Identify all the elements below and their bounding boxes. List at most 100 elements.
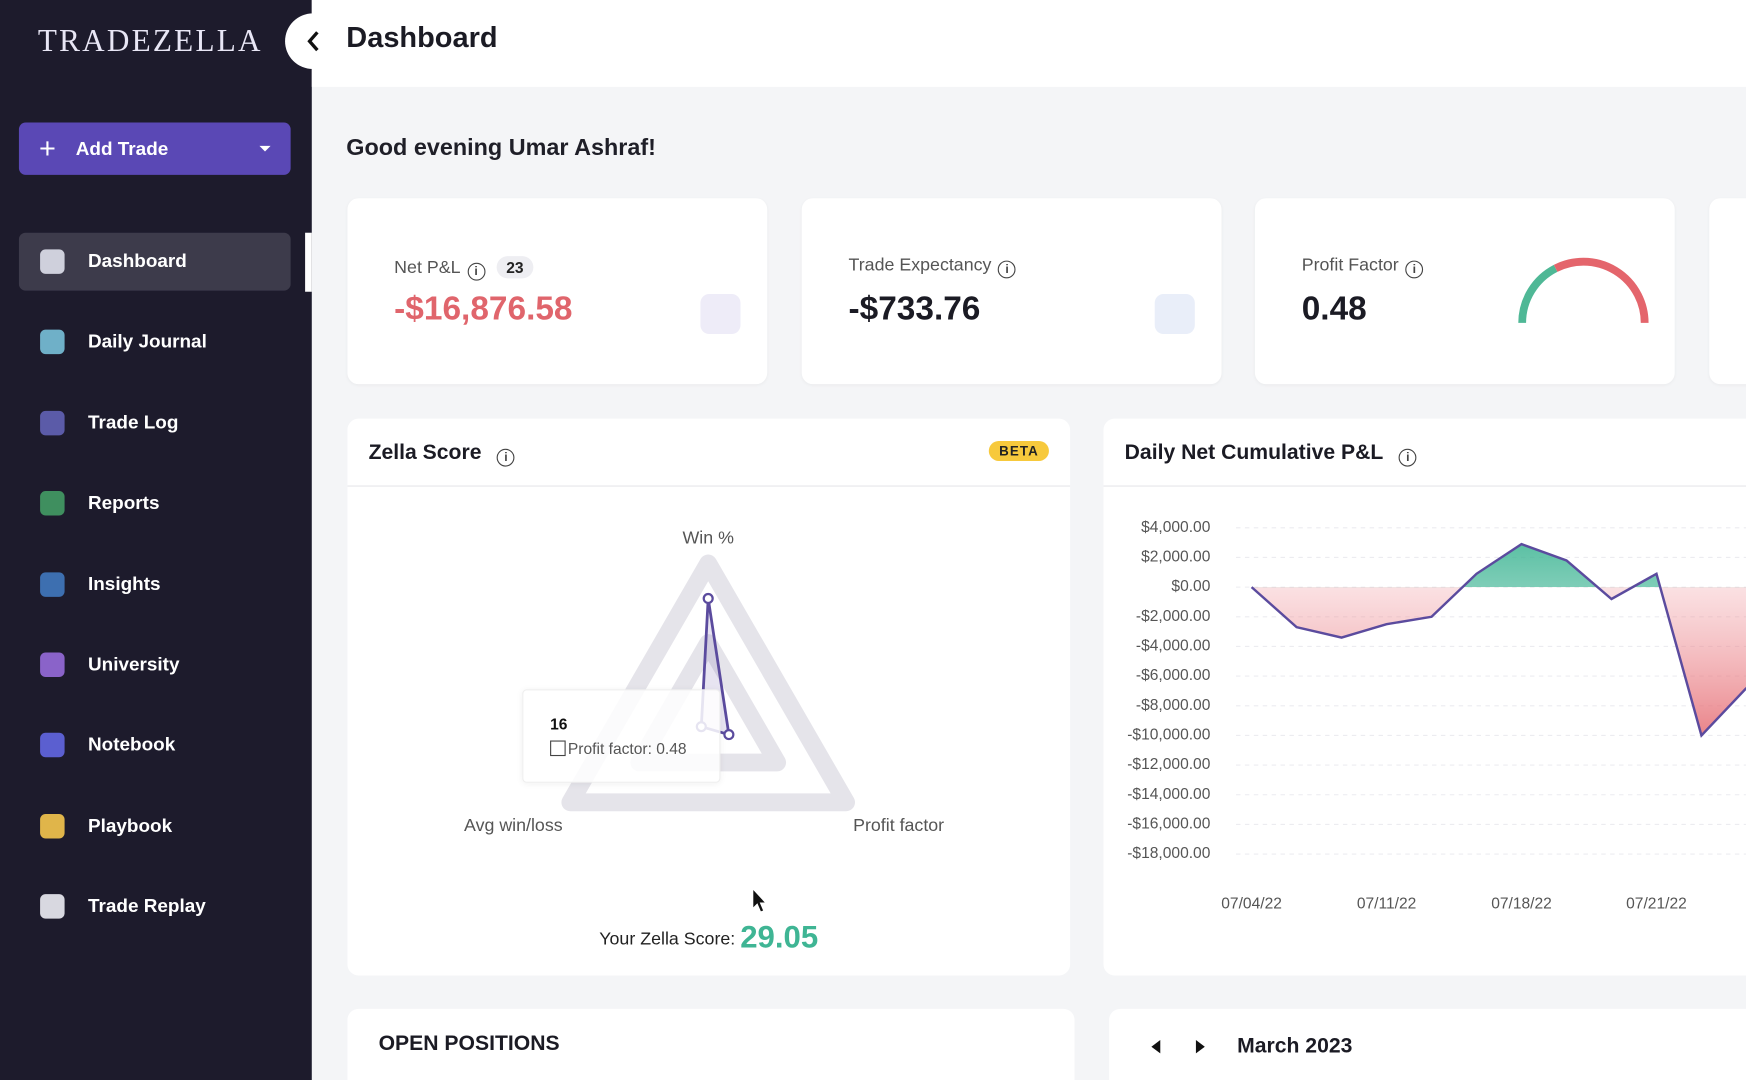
- trade-count: 23: [496, 256, 534, 279]
- tooltip-item: Profit factor: 0.48: [550, 739, 687, 757]
- page-title: Dashboard: [346, 20, 498, 54]
- y-tick-label: -$6,000.00: [1136, 667, 1211, 684]
- card-value: -$16,876.58: [394, 290, 573, 328]
- radar-point: [702, 592, 714, 605]
- x-tick-label: 07/18/22: [1491, 895, 1552, 912]
- area-positive: [1462, 544, 1661, 588]
- nav-icon: [40, 813, 65, 839]
- radar-axis-label: Win %: [682, 528, 734, 548]
- sidebar: TRADEZELLA + Add Trade Dashboard Daily Jo…: [0, 0, 312, 1080]
- nav-item[interactable]: Playbook: [19, 797, 291, 855]
- line: [1250, 542, 1746, 738]
- y-tick-label: -$12,000.00: [1127, 756, 1210, 773]
- score-value: 29.05: [740, 919, 819, 955]
- nav-label: University: [87, 653, 180, 675]
- header: Dashboard: [311, 0, 1746, 87]
- nav-label: Notebook: [87, 734, 176, 756]
- panel-title: Daily Net Cumulative P&L i: [1125, 441, 1417, 467]
- y-tick-label: -$16,000.00: [1127, 816, 1210, 833]
- nav-icon: [40, 652, 65, 678]
- nav-item[interactable]: Reports: [19, 475, 291, 533]
- gauge: [1518, 257, 1649, 324]
- nav-icon: [40, 571, 65, 597]
- y-tick-label: -$14,000.00: [1127, 786, 1210, 803]
- divider: [347, 485, 1071, 487]
- nav-label: Reports: [87, 492, 160, 514]
- info-icon[interactable]: i: [497, 448, 515, 467]
- nav-item[interactable]: Trade Replay: [19, 878, 291, 936]
- add-trade-button[interactable]: + Add Trade: [18, 122, 291, 175]
- panel-title: Zella Score i: [369, 441, 515, 467]
- score-label: Your Zella Score:: [599, 929, 736, 949]
- legend-box: [550, 740, 566, 757]
- card-label: Profit Factor i: [1301, 256, 1424, 279]
- y-tick-label: -$18,000.00: [1127, 845, 1210, 862]
- nav-item[interactable]: Dashboard: [18, 232, 291, 291]
- nav-item[interactable]: Insights: [19, 555, 291, 613]
- nav-label: Daily Journal: [87, 331, 207, 353]
- x-tick-label: 07/04/22: [1221, 895, 1282, 912]
- active-indicator: [305, 232, 312, 292]
- cursor: [752, 887, 768, 913]
- chevron: [307, 31, 319, 52]
- nav-label: Insights: [87, 573, 161, 595]
- profit-factor-card: Profit Factor i 0.48: [1254, 198, 1675, 385]
- title-text: Zella Score: [368, 440, 482, 465]
- info-icon[interactable]: i: [467, 262, 486, 281]
- radar-grid: [561, 554, 856, 812]
- nav-icon: [40, 330, 65, 355]
- y-tick-label: -$4,000.00: [1136, 638, 1211, 655]
- label-text: Profit Factor: [1301, 256, 1399, 276]
- gauge-green: [1518, 264, 1558, 324]
- y-tick-label: -$10,000.00: [1127, 727, 1210, 744]
- tooltip: 16 Profit factor: 0.48: [522, 689, 721, 783]
- y-tick-label: $4,000.00: [1141, 519, 1211, 536]
- expectancy-card: Trade Expectancy i -$733.76: [801, 198, 1222, 385]
- tooltip-text: Profit factor: 0.48: [567, 739, 687, 758]
- nav-icon: [40, 491, 65, 516]
- tooltip-title: 16: [550, 714, 568, 733]
- collapse-button[interactable]: [285, 13, 341, 70]
- calendar-month: March 2023: [1237, 1034, 1353, 1058]
- label-text: Trade Expectancy: [848, 256, 992, 276]
- card-value: -$733.76: [848, 290, 981, 328]
- info-icon[interactable]: i: [1405, 260, 1424, 279]
- dropdown-caret: [259, 145, 271, 157]
- nav-item[interactable]: Notebook: [19, 716, 291, 774]
- nav-label: Dashboard: [87, 250, 187, 272]
- nav-item[interactable]: University: [19, 636, 291, 694]
- radar-axis-label: Profit factor: [853, 815, 944, 835]
- radar-axis-label: Avg win/loss: [464, 815, 563, 835]
- beta-badge: BETA: [989, 440, 1049, 461]
- card-label: Net P&L i 23: [394, 256, 534, 281]
- nav-item[interactable]: Daily Journal: [19, 313, 291, 371]
- label-text: Net P&L: [394, 258, 461, 278]
- y-tick-label: $0.00: [1171, 578, 1210, 595]
- card-label: Trade Expectancy i: [848, 256, 1016, 279]
- nav-label: Trade Replay: [87, 895, 206, 917]
- logo[interactable]: TRADEZELLA: [37, 24, 263, 60]
- info-icon[interactable]: i: [1398, 448, 1417, 467]
- gauge-red: [1553, 257, 1649, 323]
- open-positions-panel: OPEN POSITIONS: [347, 1008, 1075, 1080]
- nav-icon: [40, 410, 65, 436]
- nav-label: Trade Log: [87, 411, 179, 433]
- nav-item[interactable]: Trade Log: [19, 394, 291, 452]
- info-icon[interactable]: i: [998, 260, 1016, 279]
- x-tick-label: 07/21/22: [1626, 895, 1687, 912]
- radar-point: [723, 729, 735, 741]
- y-tick-label: -$2,000.00: [1136, 608, 1211, 625]
- extra-card: [1709, 198, 1746, 385]
- card-icon[interactable]: [1154, 293, 1195, 335]
- calendar-panel: March 2023: [1109, 1008, 1746, 1080]
- nav-icon: [40, 894, 65, 919]
- greeting: Good evening Umar Ashraf!: [346, 134, 656, 161]
- card-icon[interactable]: [700, 293, 741, 335]
- area-negative: [1251, 587, 1746, 736]
- cumulative-pnl-panel: Daily Net Cumulative P&L i: [1103, 418, 1746, 976]
- y-tick-label: -$8,000.00: [1136, 697, 1211, 714]
- button-label: Add Trade: [75, 138, 169, 160]
